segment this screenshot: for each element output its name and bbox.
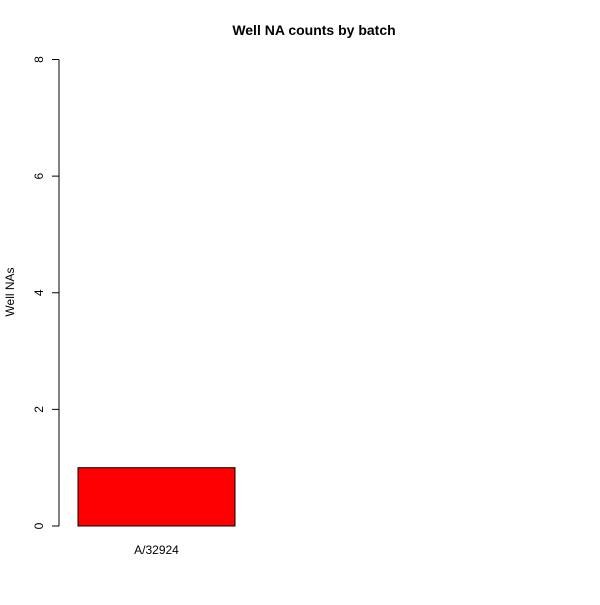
bars <box>77 467 236 527</box>
x-tick-label: A/32924 <box>134 543 179 557</box>
y-tick-label: 0 <box>32 522 46 529</box>
y-tick-label: 4 <box>32 289 46 296</box>
y-axis: 0 2 4 6 8 <box>32 56 60 529</box>
y-tick-label: 8 <box>32 56 46 63</box>
y-tick-label: 6 <box>32 172 46 179</box>
chart-title: Well NA counts by batch <box>232 22 395 38</box>
y-tick-label: 2 <box>32 406 46 413</box>
x-axis-labels: A/32924 <box>134 543 179 557</box>
bar <box>77 467 236 527</box>
y-axis-label: Well NAs <box>3 267 17 316</box>
